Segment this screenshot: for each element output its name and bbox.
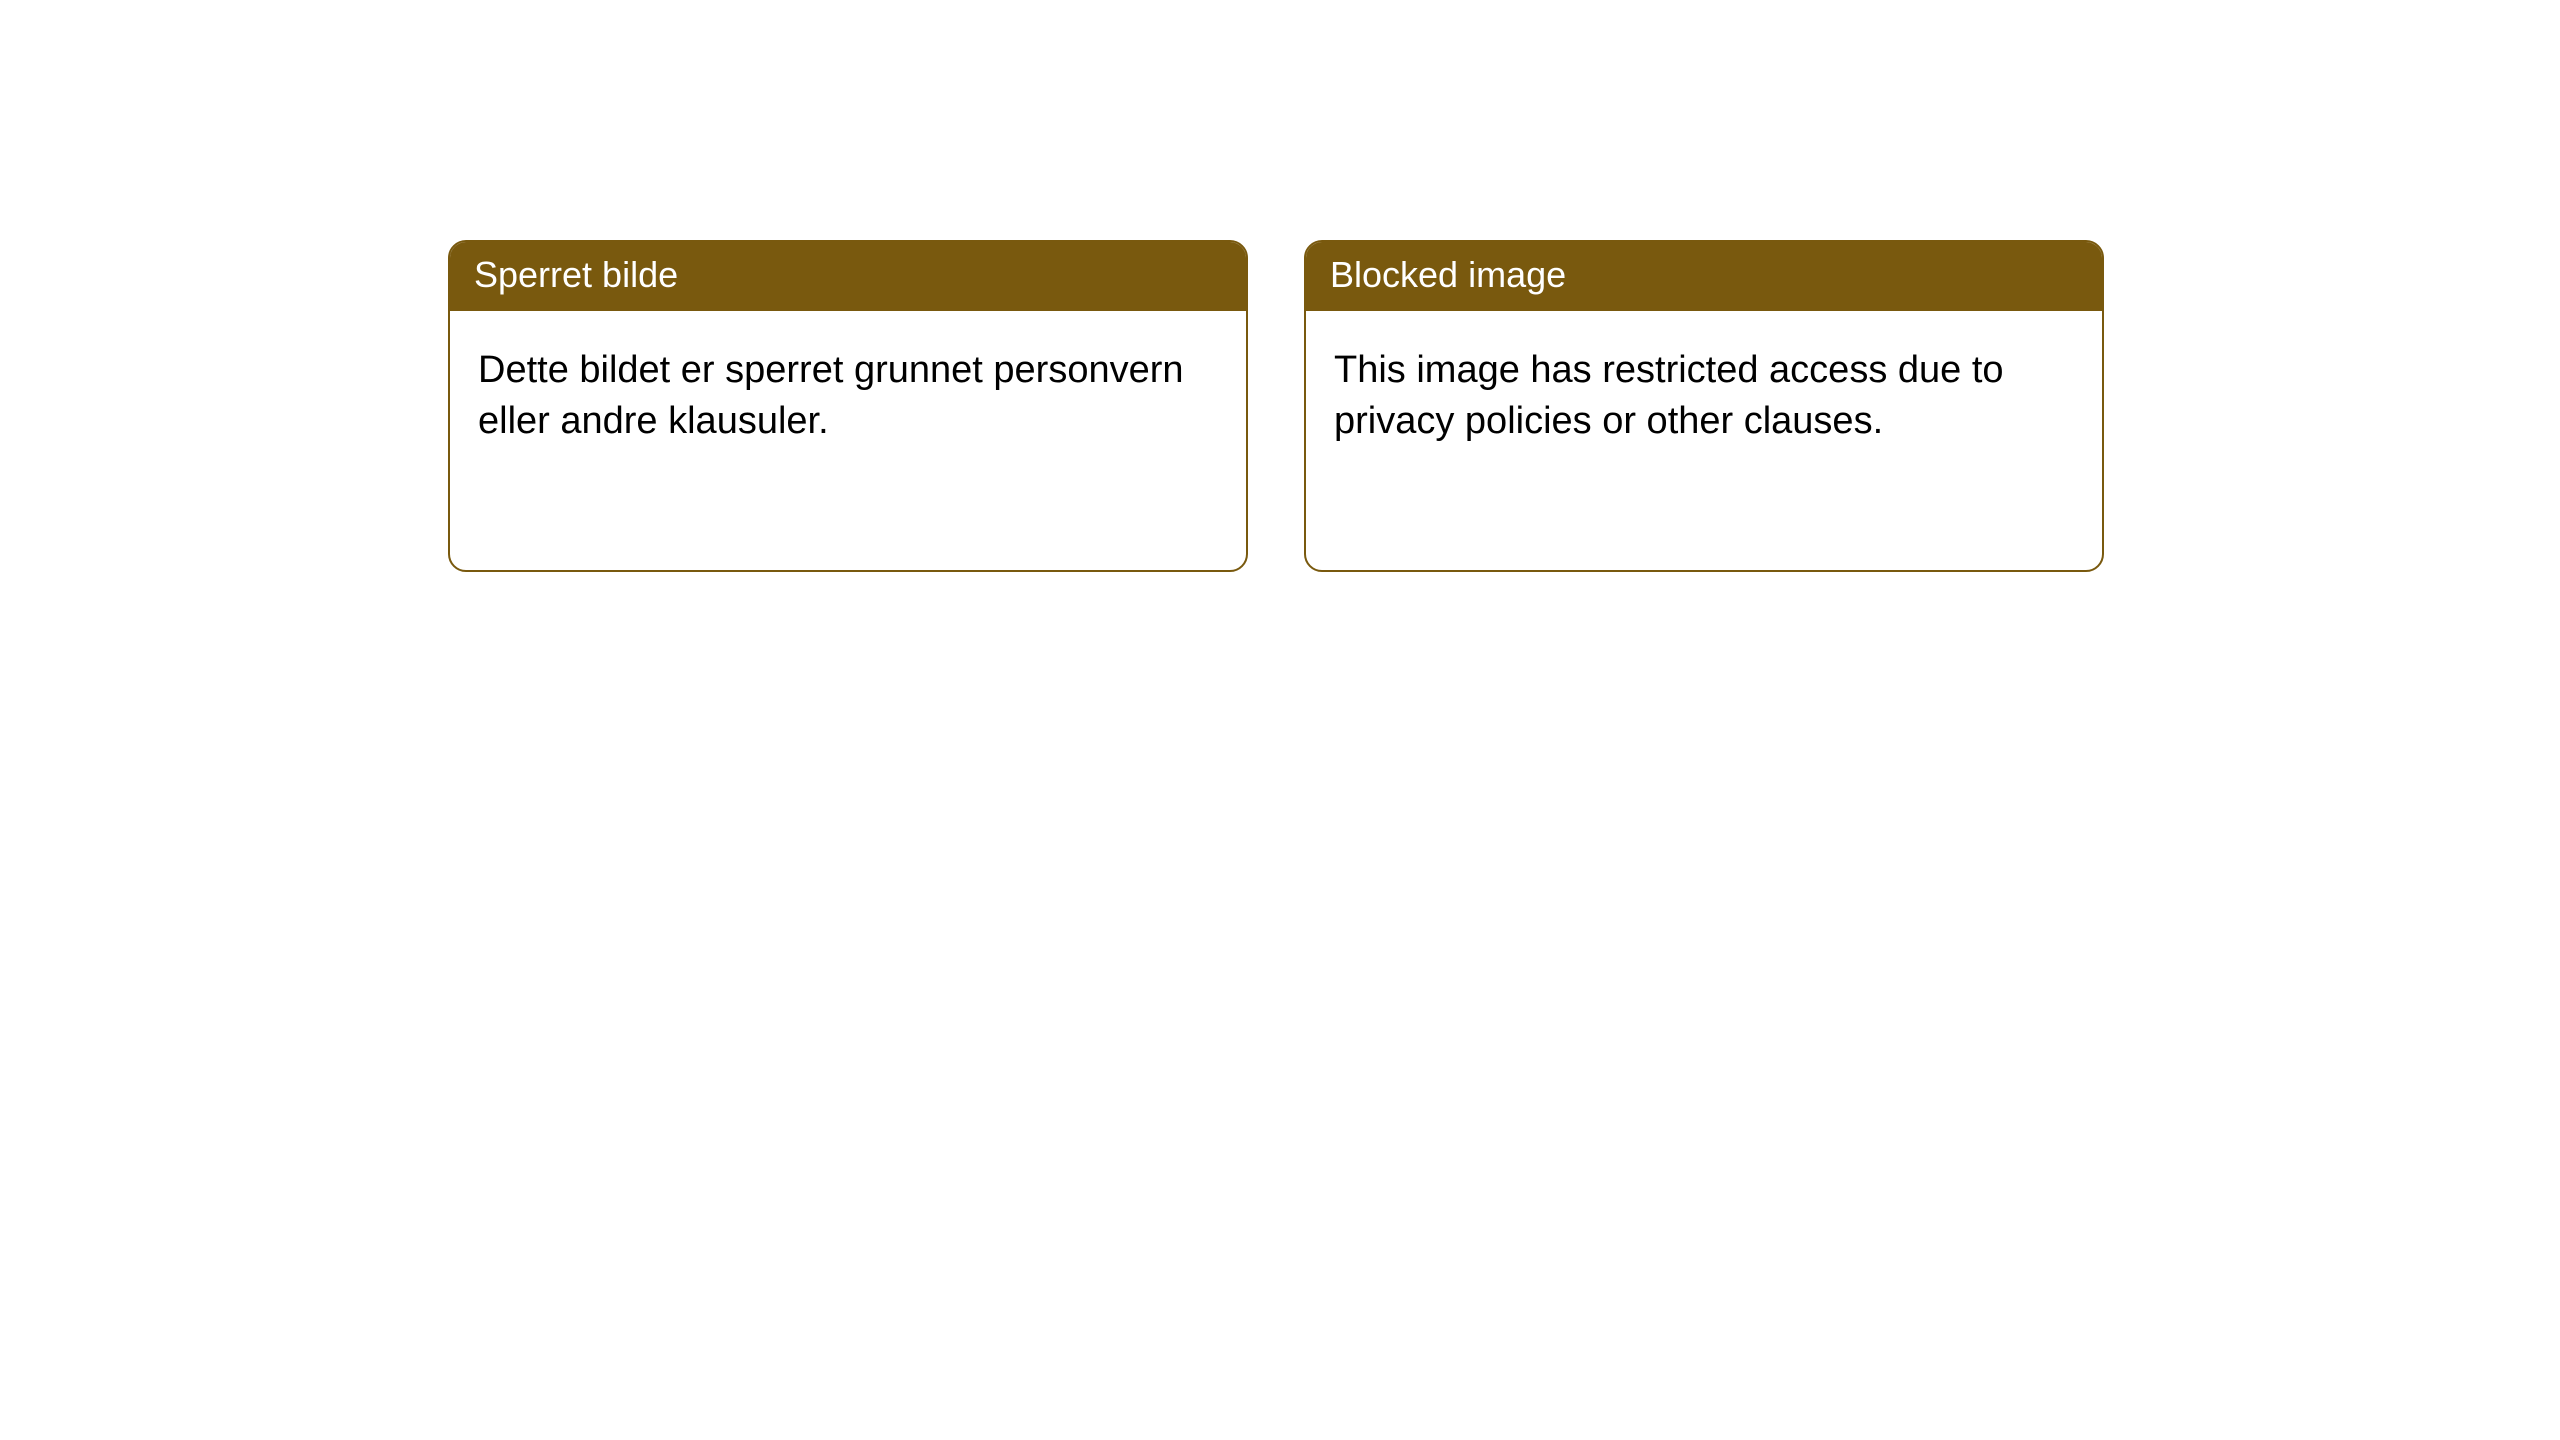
blocked-image-card-en: Blocked image This image has restricted … [1304,240,2104,572]
cards-container: Sperret bilde Dette bildet er sperret gr… [0,0,2560,572]
card-header: Blocked image [1306,242,2102,311]
card-body: Dette bildet er sperret grunnet personve… [450,311,1246,482]
card-body: This image has restricted access due to … [1306,311,2102,482]
blocked-image-card-no: Sperret bilde Dette bildet er sperret gr… [448,240,1248,572]
card-header: Sperret bilde [450,242,1246,311]
